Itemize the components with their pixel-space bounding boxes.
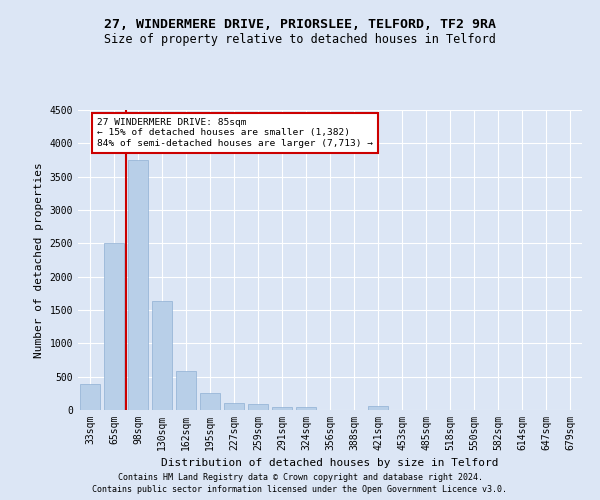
Y-axis label: Number of detached properties: Number of detached properties xyxy=(34,162,44,358)
Bar xyxy=(224,402,244,410)
Bar xyxy=(152,300,172,410)
Bar xyxy=(368,406,388,410)
Bar xyxy=(248,404,268,410)
Bar xyxy=(296,406,316,410)
Bar xyxy=(128,160,148,410)
Bar xyxy=(200,394,220,410)
Text: 27 WINDERMERE DRIVE: 85sqm
← 15% of detached houses are smaller (1,382)
84% of s: 27 WINDERMERE DRIVE: 85sqm ← 15% of deta… xyxy=(97,118,373,148)
Bar xyxy=(80,384,100,410)
Bar xyxy=(272,406,292,410)
Text: 27, WINDERMERE DRIVE, PRIORSLEE, TELFORD, TF2 9RA: 27, WINDERMERE DRIVE, PRIORSLEE, TELFORD… xyxy=(104,18,496,30)
Bar xyxy=(104,244,124,410)
Text: Contains HM Land Registry data © Crown copyright and database right 2024.: Contains HM Land Registry data © Crown c… xyxy=(118,472,482,482)
Text: Contains public sector information licensed under the Open Government Licence v3: Contains public sector information licen… xyxy=(92,485,508,494)
X-axis label: Distribution of detached houses by size in Telford: Distribution of detached houses by size … xyxy=(161,458,499,468)
Bar xyxy=(176,370,196,410)
Text: Size of property relative to detached houses in Telford: Size of property relative to detached ho… xyxy=(104,32,496,46)
